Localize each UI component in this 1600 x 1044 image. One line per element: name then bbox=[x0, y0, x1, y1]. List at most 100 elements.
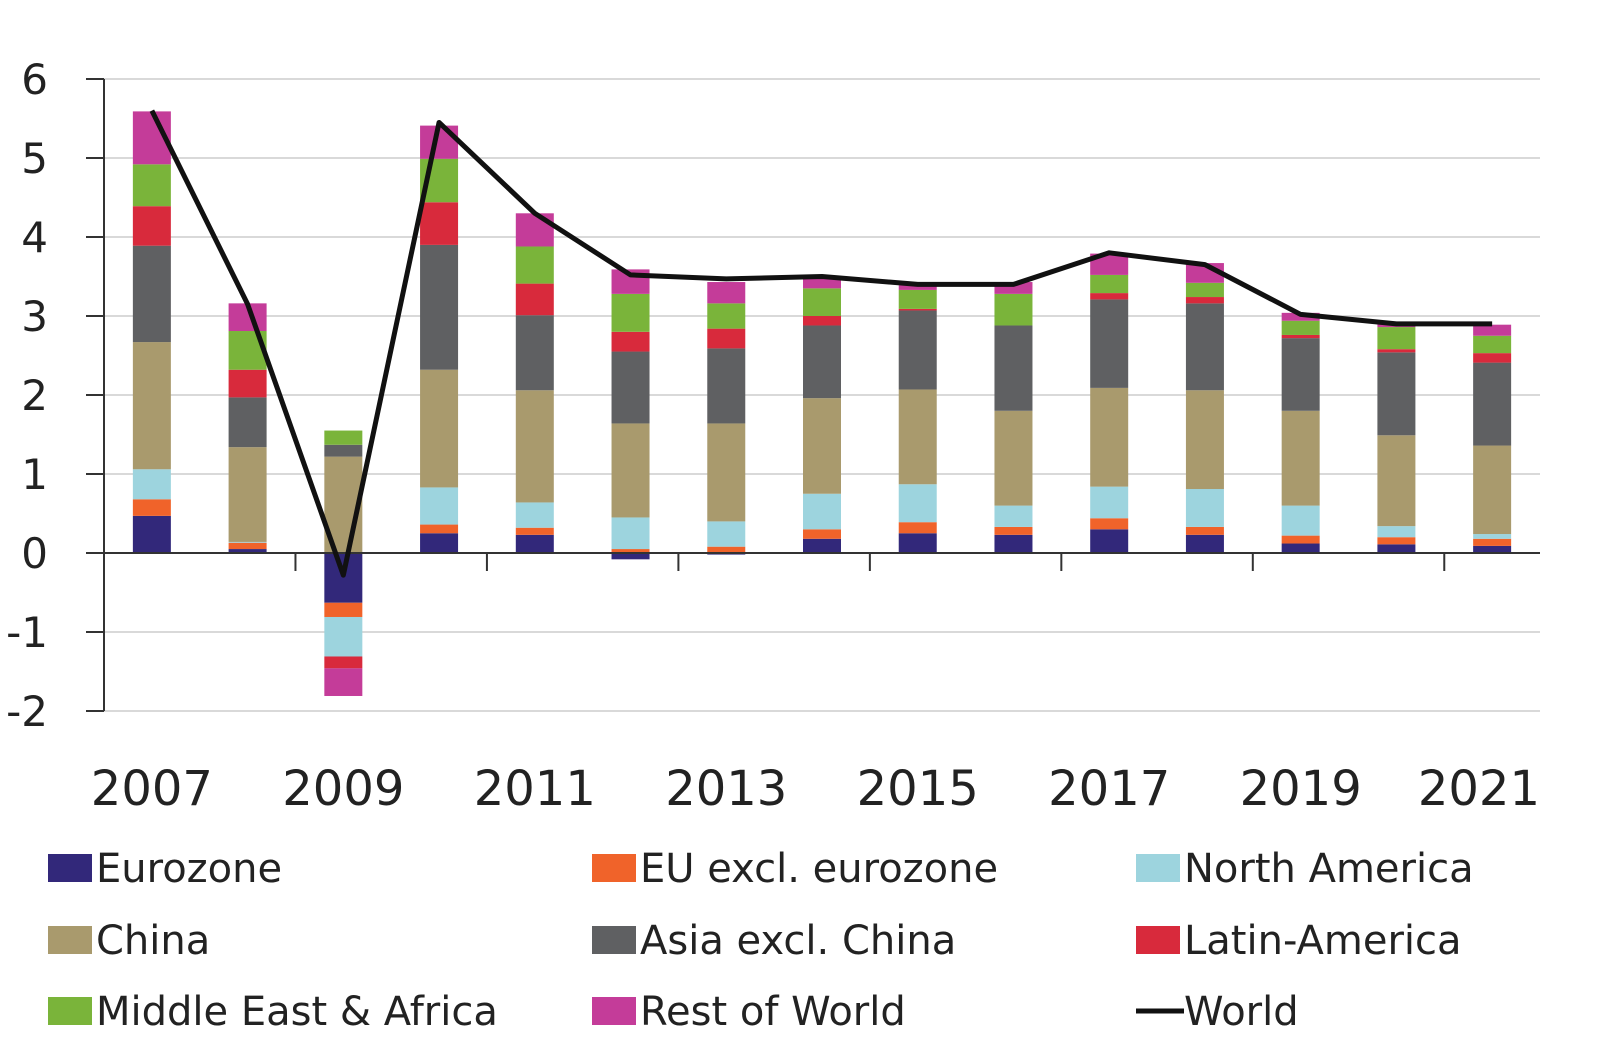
bar-asia-excl-china-2016 bbox=[994, 325, 1033, 411]
bar-latin-america-2021 bbox=[1473, 353, 1512, 363]
bar-rest-of-world-2014 bbox=[803, 277, 841, 289]
bar-middle-east-africa-2021 bbox=[1473, 335, 1512, 354]
bar-latin-america-2011 bbox=[515, 283, 554, 316]
bar-asia-excl-china-2008 bbox=[228, 397, 267, 448]
bar-eu-excl-eurozone-2019 bbox=[1281, 535, 1320, 544]
legend-swatch-eurozone bbox=[48, 854, 92, 882]
legend-item-asia-excl-china: Asia excl. China bbox=[592, 918, 956, 964]
bar-eurozone-2014 bbox=[803, 538, 841, 553]
x-tick-label-2011: 2011 bbox=[474, 761, 596, 817]
bar-eu-excl-eurozone-2020 bbox=[1377, 537, 1416, 545]
x-tick-label-2009: 2009 bbox=[282, 761, 404, 817]
bar-asia-excl-china-2007 bbox=[132, 245, 171, 343]
bar-eu-excl-eurozone-2012 bbox=[611, 549, 650, 553]
bar-asia-excl-china-2019 bbox=[1281, 338, 1320, 411]
y-tick-label: 2 bbox=[21, 371, 48, 420]
bar-eu-excl-eurozone-2016 bbox=[994, 526, 1033, 535]
bar-china-2017 bbox=[1090, 387, 1129, 487]
bar-latin-america-2020 bbox=[1377, 349, 1416, 353]
bar-rest-of-world-2015 bbox=[898, 285, 937, 290]
bar-asia-excl-china-2012 bbox=[611, 351, 650, 424]
bar-eurozone-2015 bbox=[898, 533, 937, 553]
y-tick-label: -2 bbox=[6, 687, 48, 736]
bar-china-2021 bbox=[1473, 445, 1512, 535]
legend-label-latin-america: Latin-America bbox=[1184, 918, 1462, 964]
bar-rest-of-world-2013 bbox=[707, 282, 746, 304]
bar-middle-east-africa-2018 bbox=[1185, 282, 1224, 298]
bar-middle-east-africa-2015 bbox=[898, 289, 937, 309]
bar-latin-america-2013 bbox=[707, 328, 746, 349]
bar-latin-america-2018 bbox=[1185, 297, 1224, 304]
bar-asia-excl-china-2010 bbox=[420, 244, 459, 370]
bar-north-america-2020 bbox=[1377, 526, 1416, 538]
y-tick-label: -1 bbox=[6, 608, 48, 657]
legend-swatch-asia-excl-china bbox=[592, 926, 636, 954]
bar-asia-excl-china-2009 bbox=[324, 444, 363, 457]
bar-eu-excl-eurozone-2014 bbox=[803, 529, 841, 539]
bar-eurozone-2012 bbox=[611, 553, 650, 560]
bar-north-america-2013 bbox=[707, 521, 746, 547]
bar-latin-america-2015 bbox=[898, 308, 937, 311]
bar-middle-east-africa-2007 bbox=[132, 164, 171, 207]
bar-middle-east-africa-2011 bbox=[515, 246, 554, 284]
legend-item-north-america: North America bbox=[1136, 846, 1474, 892]
bar-china-2014 bbox=[803, 398, 841, 494]
bar-eurozone-2010 bbox=[420, 533, 459, 553]
axes-layer: 6 5 4 3 2 1 0 -1 -2 2007 2009 2011 2013 2015 2017 2019 2… bbox=[6, 55, 1540, 817]
bar-eu-excl-eurozone-2013 bbox=[707, 546, 746, 553]
legend-item-eu-excl-eurozone: EU excl. eurozone bbox=[592, 846, 998, 892]
bar-rest-of-world-2009 bbox=[324, 668, 363, 696]
bar-north-america-2014 bbox=[803, 493, 841, 530]
bar-north-america-2011 bbox=[515, 502, 554, 528]
bar-middle-east-africa-2016 bbox=[994, 293, 1033, 326]
legend-label-world: World bbox=[1184, 989, 1299, 1035]
bar-north-america-2017 bbox=[1090, 486, 1129, 519]
bar-eu-excl-eurozone-2008 bbox=[228, 542, 267, 550]
bar-latin-america-2014 bbox=[803, 316, 841, 326]
bar-eurozone-2009 bbox=[324, 553, 363, 603]
bar-north-america-2012 bbox=[611, 517, 650, 550]
bar-latin-america-2017 bbox=[1090, 293, 1129, 300]
legend-swatch-china bbox=[48, 926, 92, 954]
bar-latin-america-2008 bbox=[228, 369, 267, 398]
legend-swatch-latin-america bbox=[1136, 926, 1180, 954]
bar-china-2013 bbox=[707, 423, 746, 522]
bar-eurozone-2020 bbox=[1377, 544, 1416, 553]
legend-item-latin-america: Latin-America bbox=[1136, 918, 1462, 964]
bar-north-america-2016 bbox=[994, 505, 1033, 527]
bar-asia-excl-china-2021 bbox=[1473, 362, 1512, 446]
x-tick-label-2019: 2019 bbox=[1240, 761, 1362, 817]
bar-eurozone-2019 bbox=[1281, 543, 1320, 553]
y-tick-label: 3 bbox=[21, 292, 48, 341]
x-tick-label-2021: 2021 bbox=[1418, 761, 1540, 817]
bar-china-2018 bbox=[1185, 390, 1224, 490]
bar-china-2016 bbox=[994, 410, 1033, 506]
legend-swatch-middle-east-africa bbox=[48, 997, 92, 1025]
bar-latin-america-2007 bbox=[132, 206, 171, 246]
bar-middle-east-africa-2020 bbox=[1377, 327, 1416, 350]
bar-china-2008 bbox=[228, 447, 267, 542]
bar-eurozone-2021 bbox=[1473, 545, 1512, 553]
legend-swatch-eu-excl-eurozone bbox=[592, 854, 636, 882]
legend-label-china: China bbox=[96, 918, 210, 964]
legend-label-eurozone: Eurozone bbox=[96, 846, 282, 892]
bar-asia-excl-china-2017 bbox=[1090, 299, 1129, 388]
bar-eu-excl-eurozone-2021 bbox=[1473, 538, 1512, 546]
bar-rest-of-world-2017 bbox=[1090, 253, 1129, 275]
x-tick-label-2015: 2015 bbox=[857, 761, 979, 817]
x-tick-label-2017: 2017 bbox=[1048, 761, 1170, 817]
bar-middle-east-africa-2013 bbox=[707, 303, 746, 329]
y-tick-label: 1 bbox=[21, 450, 48, 499]
bar-north-america-2021 bbox=[1473, 534, 1512, 539]
bar-latin-america-2012 bbox=[611, 331, 650, 352]
bar-china-2007 bbox=[132, 342, 171, 470]
x-tick-label-2013: 2013 bbox=[665, 761, 787, 817]
bar-eurozone-2017 bbox=[1090, 529, 1129, 553]
bar-middle-east-africa-2017 bbox=[1090, 274, 1129, 294]
legend-label-rest-of-world: Rest of World bbox=[640, 989, 906, 1035]
bar-north-america-2009 bbox=[324, 616, 363, 657]
bar-north-america-2019 bbox=[1281, 505, 1320, 536]
legend-item-china: China bbox=[48, 918, 210, 964]
